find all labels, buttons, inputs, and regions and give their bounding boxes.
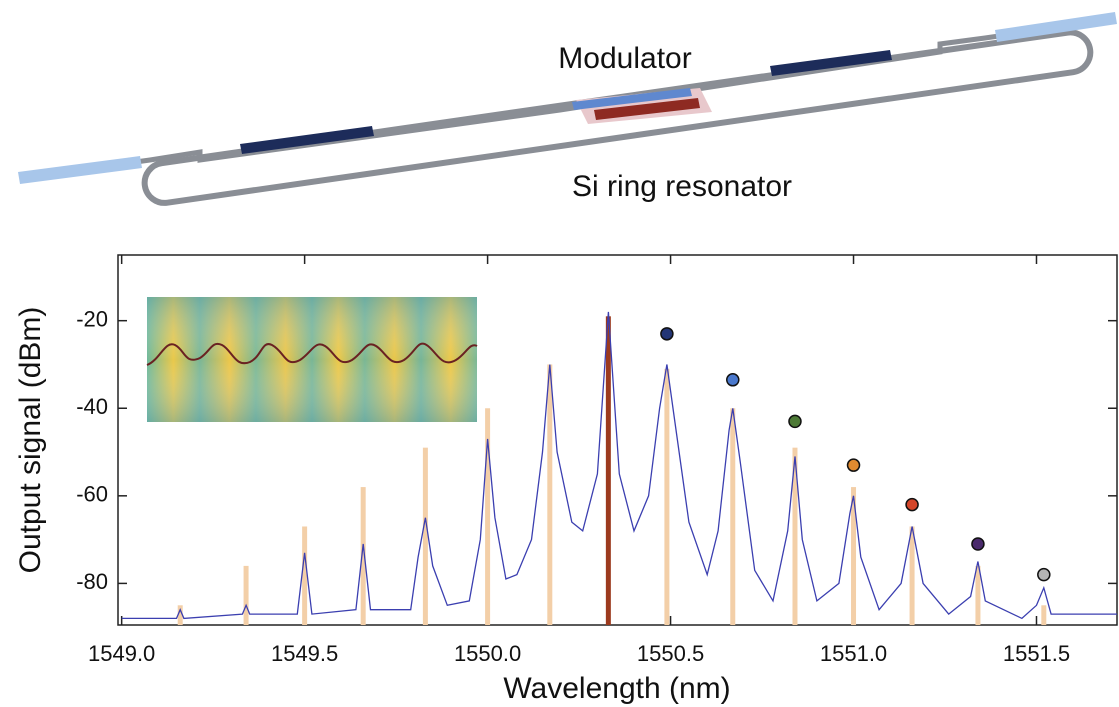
pad — [770, 50, 892, 76]
x-tick-label: 1550.0 — [454, 641, 521, 666]
device-diagram: Modulator Si ring resonator — [18, 12, 1117, 206]
marker — [1037, 567, 1051, 582]
marker — [788, 414, 802, 429]
pad — [240, 126, 374, 154]
bar — [243, 565, 249, 625]
marker — [846, 458, 861, 472]
marker — [971, 537, 985, 551]
bar — [792, 447, 798, 625]
inset-shade — [147, 297, 477, 422]
marker — [660, 327, 674, 341]
bar — [851, 487, 857, 625]
x-tick-label: 1549.0 — [88, 641, 155, 666]
x-tick-label: 1551.5 — [1003, 641, 1070, 666]
output-coupler — [995, 12, 1117, 42]
bar — [1041, 605, 1047, 625]
bar — [605, 316, 611, 625]
marker — [905, 497, 919, 512]
plot-frame — [117, 254, 1118, 626]
bar — [975, 565, 981, 625]
y-tick-label: -80 — [76, 569, 108, 594]
modulator-doped — [594, 98, 700, 120]
modulator-top — [572, 88, 692, 110]
x-tick-label: 1550.5 — [637, 641, 704, 666]
y-tick-label: -60 — [76, 482, 108, 507]
marker — [726, 373, 740, 387]
x-tick-label: 1551.0 — [820, 641, 887, 666]
x-tick-label: 1549.5 — [271, 641, 338, 666]
inset-trace — [146, 342, 478, 366]
inset-image — [146, 297, 478, 422]
bar — [909, 526, 915, 625]
ring-label: Si ring resonator — [572, 170, 792, 203]
bar — [177, 605, 183, 625]
bar — [485, 408, 491, 625]
x-axis-label: Wavelength (nm) — [503, 672, 730, 705]
modulator-label: Modulator — [558, 42, 691, 75]
bar — [547, 364, 553, 625]
y-axis-label: Output signal (dBm) — [14, 307, 47, 574]
bus-waveguide — [19, 17, 1111, 181]
bar — [422, 447, 428, 625]
bar — [664, 368, 670, 625]
bar — [302, 526, 308, 625]
bar — [730, 408, 736, 625]
y-tick-label: -20 — [76, 306, 108, 331]
y-tick-label: -40 — [76, 394, 108, 419]
input-coupler — [18, 156, 142, 184]
bar — [360, 487, 366, 625]
spectrum-line — [121, 311, 1117, 620]
